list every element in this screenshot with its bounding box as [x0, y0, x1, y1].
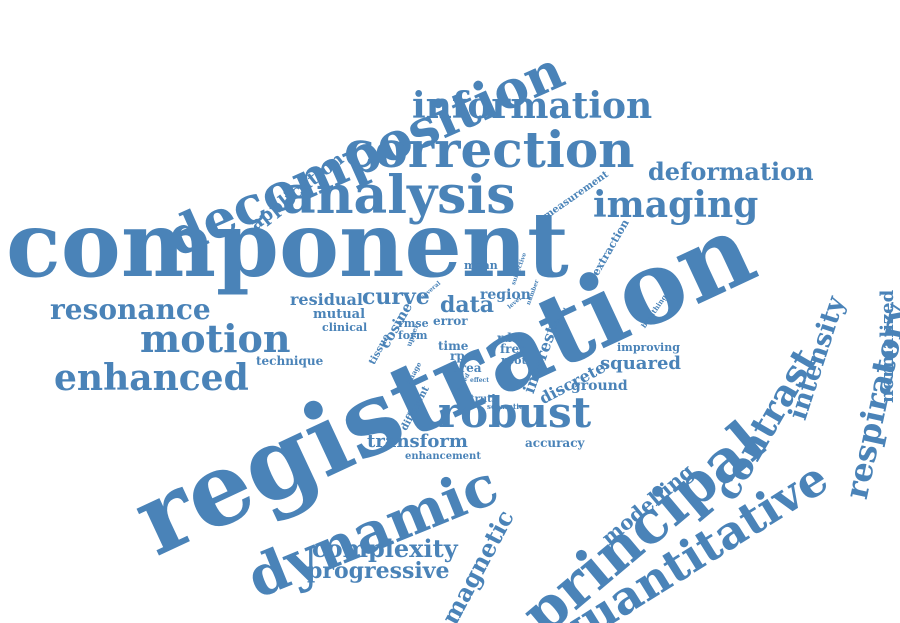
- word-motion: motion: [140, 316, 291, 361]
- word-time: time: [438, 339, 469, 353]
- word-area: area: [452, 361, 482, 375]
- word-mutual: mutual: [313, 307, 366, 322]
- word-component: component: [6, 192, 569, 298]
- word-rddr: rddr: [497, 331, 527, 345]
- word-imaging: imaging: [593, 184, 759, 226]
- word-truth: truth: [470, 394, 500, 405]
- word-rpca: rpca: [450, 349, 480, 363]
- word-rmse: rmse: [398, 317, 429, 330]
- word-analysis: analysis: [282, 165, 516, 226]
- word-free: free: [500, 342, 527, 356]
- word-enhancement: enhancement: [405, 451, 481, 462]
- word-progressive: progressive: [307, 558, 450, 584]
- word-technique: technique: [256, 354, 324, 368]
- word-clinical: clinical: [322, 321, 368, 334]
- word-form: form: [398, 329, 428, 342]
- word-normalized: normalized: [877, 289, 898, 403]
- word-separation: separation: [487, 402, 529, 411]
- word-robust: robust: [438, 388, 592, 437]
- word-deformation: deformation: [648, 157, 814, 186]
- word-transform: transform: [367, 431, 468, 452]
- word-root: root: [501, 354, 527, 367]
- word-residual: residual: [290, 290, 363, 309]
- word-resonance: resonance: [50, 293, 211, 326]
- word-region: region: [480, 287, 531, 303]
- word-effect: effect: [470, 377, 489, 384]
- word-improving: improving: [617, 341, 680, 354]
- word-correction: correction: [344, 120, 635, 179]
- word-information: information: [412, 85, 653, 127]
- word-accuracy: accuracy: [525, 436, 585, 450]
- word-mean: mean: [464, 259, 498, 272]
- word-complexity: complexity: [312, 534, 458, 563]
- word-error: error: [433, 314, 468, 328]
- word-ground: ground: [571, 378, 628, 394]
- word-squared: squared: [600, 353, 681, 374]
- word-data: data: [440, 292, 495, 318]
- word-enhanced: enhanced: [54, 357, 249, 399]
- word-curve: curve: [362, 284, 430, 310]
